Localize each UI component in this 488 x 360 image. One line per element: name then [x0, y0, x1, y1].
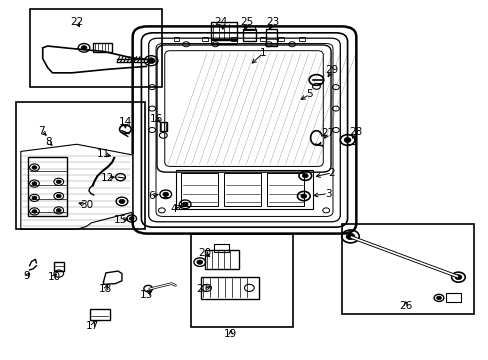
Bar — [298, 37, 304, 41]
Circle shape — [129, 217, 134, 220]
Text: 25: 25 — [240, 17, 253, 27]
Text: 22: 22 — [70, 17, 83, 27]
Circle shape — [163, 192, 168, 197]
Bar — [30, 9, 162, 87]
Text: 30: 30 — [80, 200, 93, 210]
Circle shape — [300, 194, 306, 198]
Circle shape — [182, 202, 188, 206]
Text: 13: 13 — [140, 290, 153, 300]
Text: 10: 10 — [47, 272, 61, 282]
Circle shape — [119, 199, 124, 203]
Circle shape — [56, 208, 61, 212]
Circle shape — [436, 296, 441, 300]
Bar — [204, 249, 238, 269]
Bar — [191, 234, 292, 327]
Bar — [243, 26, 255, 30]
Bar — [446, 293, 460, 302]
Text: 21: 21 — [196, 284, 209, 294]
Text: 16: 16 — [149, 113, 163, 123]
Bar — [201, 37, 207, 41]
Bar — [278, 37, 284, 41]
Bar — [173, 37, 179, 41]
Text: 3: 3 — [324, 189, 331, 199]
Bar — [224, 173, 260, 206]
Polygon shape — [21, 144, 132, 229]
Bar — [211, 39, 236, 44]
Text: 18: 18 — [99, 284, 112, 294]
Circle shape — [32, 196, 37, 200]
Text: 28: 28 — [349, 127, 362, 137]
Circle shape — [147, 58, 155, 64]
Polygon shape — [103, 271, 122, 284]
Bar — [93, 43, 112, 52]
Circle shape — [344, 138, 350, 143]
Circle shape — [302, 174, 307, 178]
Circle shape — [454, 275, 461, 280]
Circle shape — [56, 180, 61, 184]
Bar — [160, 122, 166, 131]
Bar — [260, 37, 265, 41]
Text: 9: 9 — [23, 271, 30, 282]
Text: 4: 4 — [170, 204, 177, 214]
Text: 6: 6 — [147, 191, 154, 201]
Text: 12: 12 — [101, 173, 114, 183]
Bar — [181, 173, 218, 206]
Bar — [341, 224, 473, 314]
Text: 2: 2 — [328, 168, 335, 178]
Text: 26: 26 — [399, 301, 412, 311]
Bar — [266, 173, 303, 206]
Circle shape — [32, 210, 37, 213]
Bar — [176, 170, 312, 208]
Circle shape — [81, 46, 87, 50]
Text: 27: 27 — [321, 128, 334, 138]
Text: 11: 11 — [97, 149, 110, 159]
Bar — [230, 37, 236, 41]
Circle shape — [32, 166, 37, 169]
Text: 15: 15 — [114, 215, 127, 225]
Circle shape — [32, 182, 37, 185]
Bar — [28, 157, 67, 216]
Bar — [242, 29, 256, 41]
Text: 29: 29 — [325, 65, 338, 75]
Text: 8: 8 — [46, 138, 52, 148]
Bar — [266, 29, 277, 46]
Text: 23: 23 — [265, 17, 279, 27]
Text: 20: 20 — [198, 248, 211, 258]
Bar — [54, 262, 63, 271]
Bar — [201, 277, 259, 298]
Circle shape — [346, 233, 354, 240]
Circle shape — [56, 194, 61, 198]
Bar — [90, 309, 110, 320]
Text: 5: 5 — [305, 89, 312, 99]
Text: 1: 1 — [259, 48, 266, 58]
Text: 19: 19 — [224, 329, 237, 339]
Bar — [214, 244, 228, 252]
Bar — [16, 102, 144, 229]
Text: 7: 7 — [38, 126, 44, 136]
Text: 17: 17 — [86, 321, 99, 331]
Circle shape — [197, 260, 202, 264]
Text: 24: 24 — [214, 17, 227, 27]
Bar — [211, 22, 236, 40]
Text: 14: 14 — [119, 117, 132, 127]
